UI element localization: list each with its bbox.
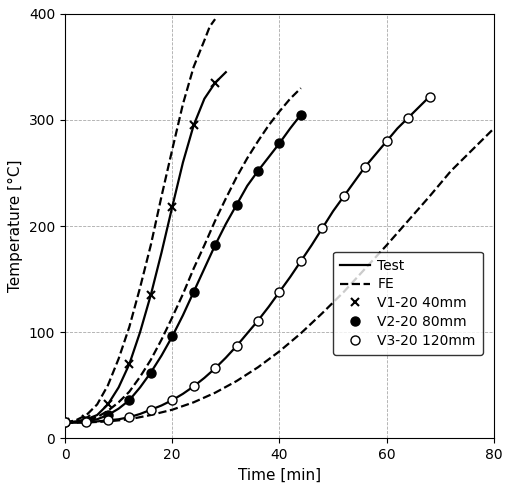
Legend: Test, FE, V1-20 40mm, V2-20 80mm, V3-20 120mm: Test, FE, V1-20 40mm, V2-20 80mm, V3-20 … — [333, 252, 482, 355]
X-axis label: Time [min]: Time [min] — [238, 467, 321, 483]
Y-axis label: Temperature [°C]: Temperature [°C] — [8, 160, 24, 292]
